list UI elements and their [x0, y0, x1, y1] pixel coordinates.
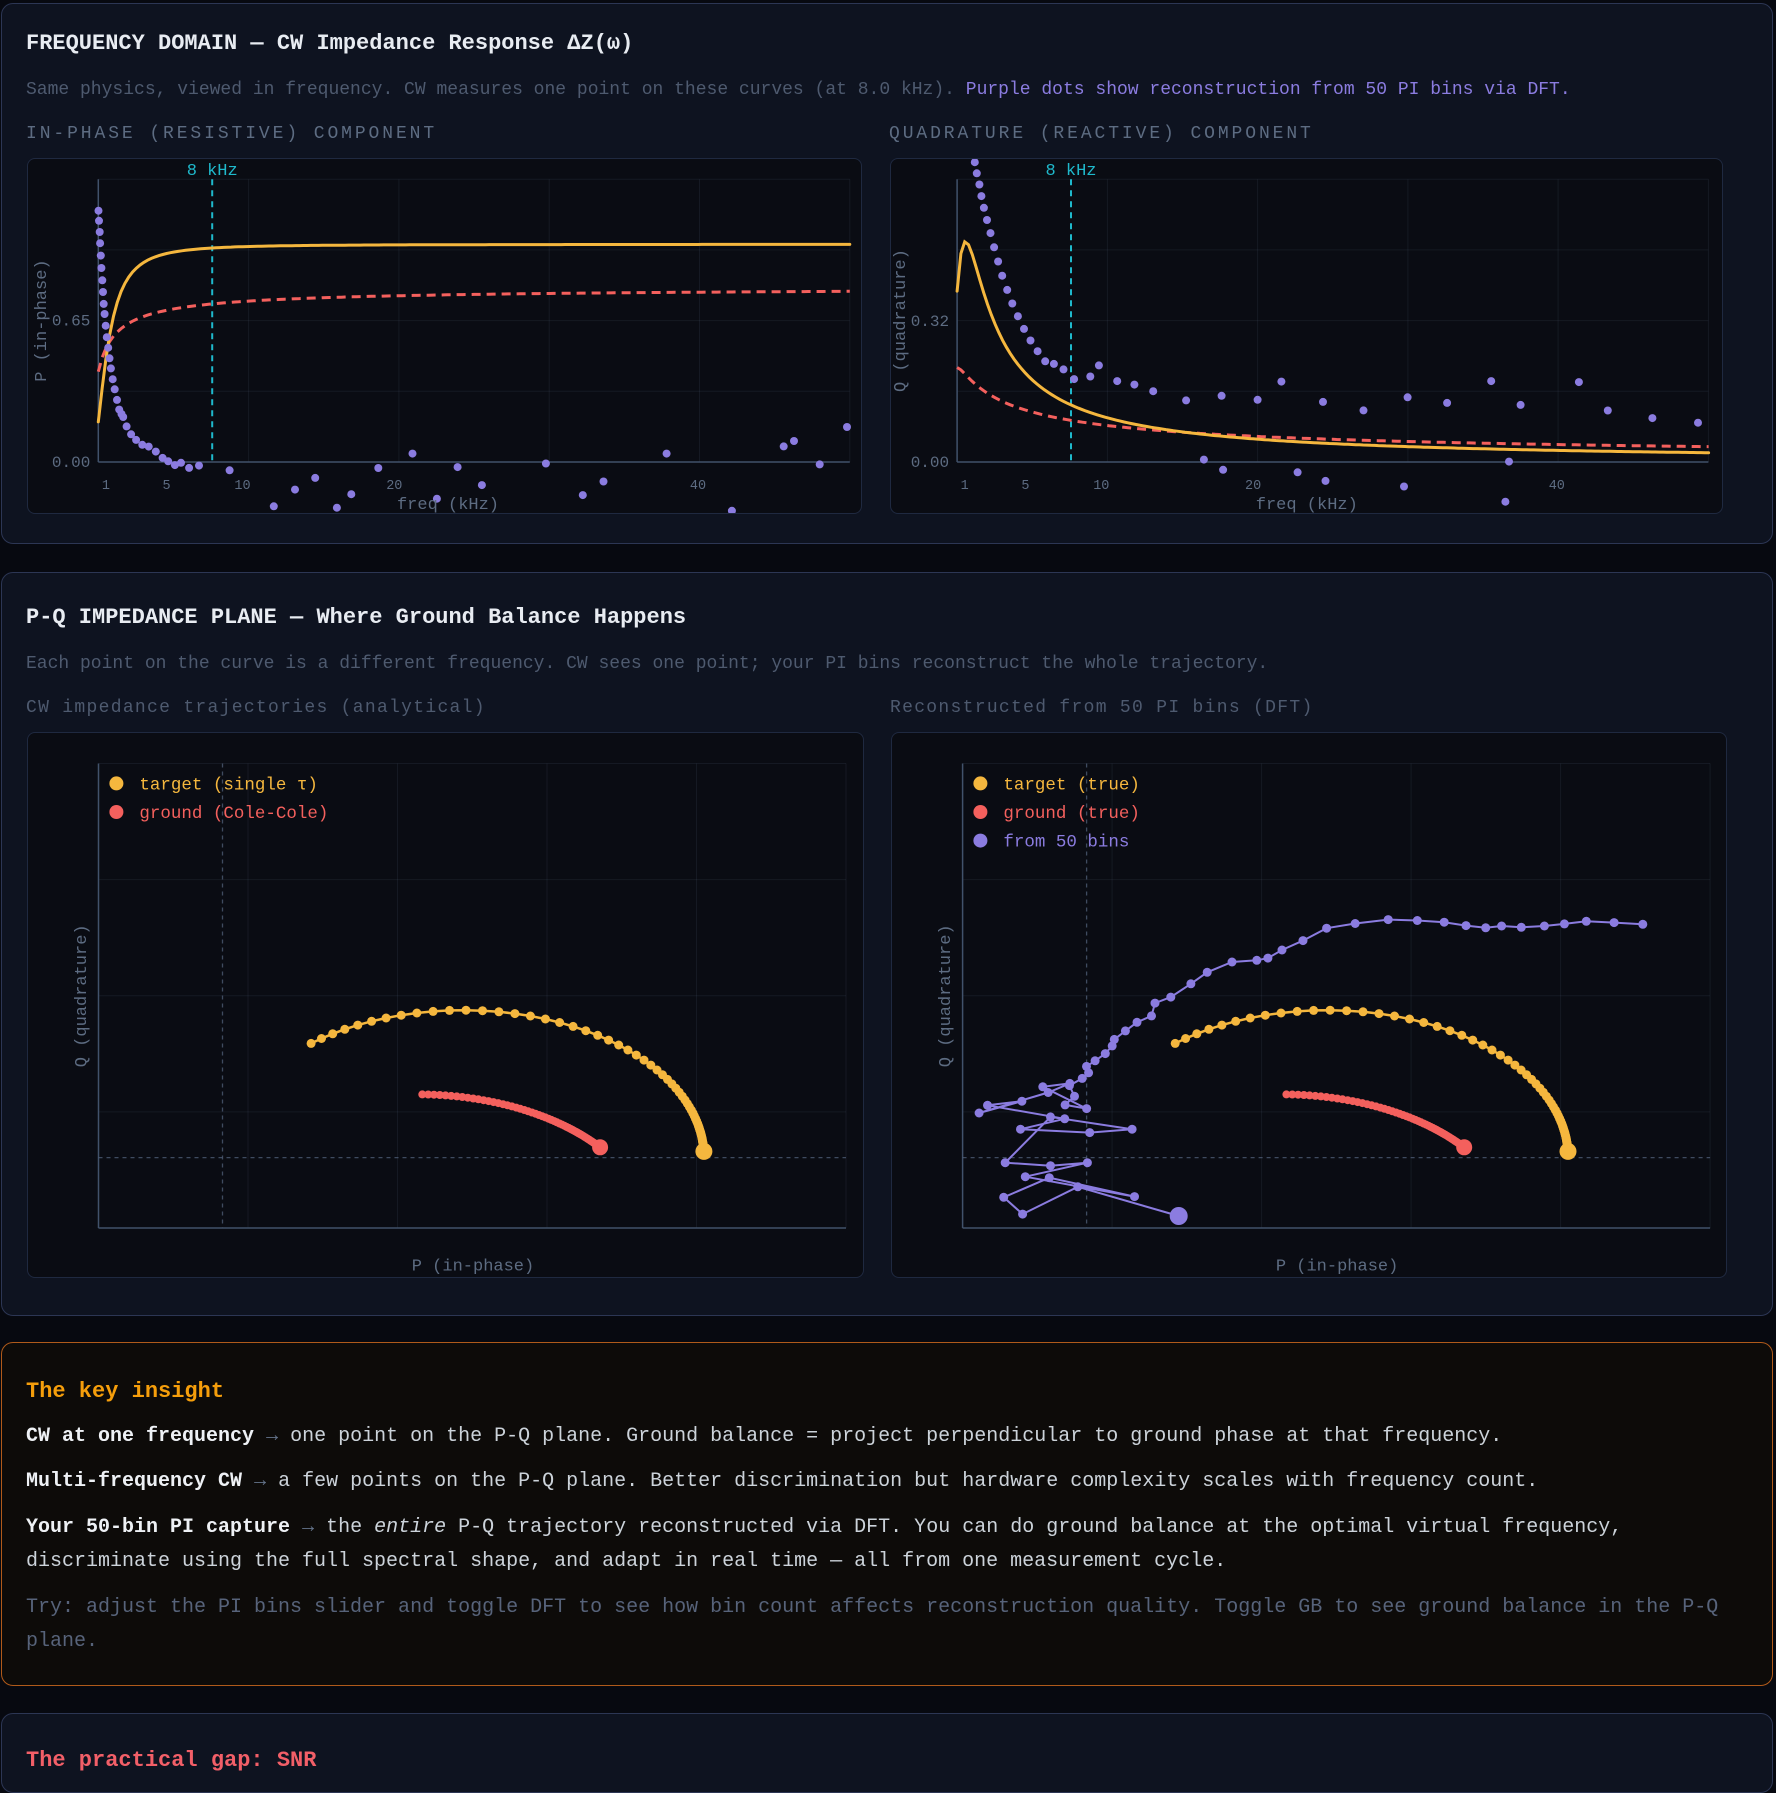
- svg-text:1: 1: [961, 479, 969, 494]
- svg-text:ground (true): ground (true): [1003, 804, 1140, 824]
- svg-text:0.00: 0.00: [911, 454, 949, 472]
- svg-text:Q (quadrature): Q (quadrature): [73, 924, 92, 1067]
- svg-text:40: 40: [690, 479, 706, 494]
- svg-text:freq (kHz): freq (kHz): [1256, 496, 1358, 514]
- svg-text:20: 20: [1245, 479, 1261, 494]
- svg-text:0.00: 0.00: [52, 454, 90, 472]
- svg-text:ground (Cole-Cole): ground (Cole-Cole): [139, 804, 328, 824]
- svg-text:Q (quadrature): Q (quadrature): [892, 249, 911, 392]
- svg-text:freq (kHz): freq (kHz): [397, 496, 499, 514]
- svg-text:10: 10: [1093, 479, 1109, 494]
- svg-text:target (single τ): target (single τ): [139, 775, 318, 795]
- svg-text:P (in-phase): P (in-phase): [33, 259, 52, 381]
- svg-text:5: 5: [163, 479, 171, 494]
- svg-text:0.32: 0.32: [911, 313, 949, 331]
- svg-text:8 kHz: 8 kHz: [1045, 162, 1096, 181]
- svg-text:8 kHz: 8 kHz: [187, 162, 238, 181]
- svg-text:0.65: 0.65: [52, 313, 90, 331]
- svg-text:from 50 bins: from 50 bins: [1003, 833, 1129, 853]
- svg-text:target (true): target (true): [1003, 775, 1140, 795]
- svg-text:40: 40: [1549, 479, 1565, 494]
- svg-text:P (in-phase): P (in-phase): [412, 1258, 534, 1277]
- svg-text:20: 20: [386, 479, 402, 494]
- svg-text:P (in-phase): P (in-phase): [1276, 1258, 1398, 1277]
- svg-text:Q (quadrature): Q (quadrature): [937, 924, 956, 1067]
- svg-text:10: 10: [234, 479, 250, 494]
- svg-text:1: 1: [102, 479, 110, 494]
- svg-text:5: 5: [1021, 479, 1029, 494]
